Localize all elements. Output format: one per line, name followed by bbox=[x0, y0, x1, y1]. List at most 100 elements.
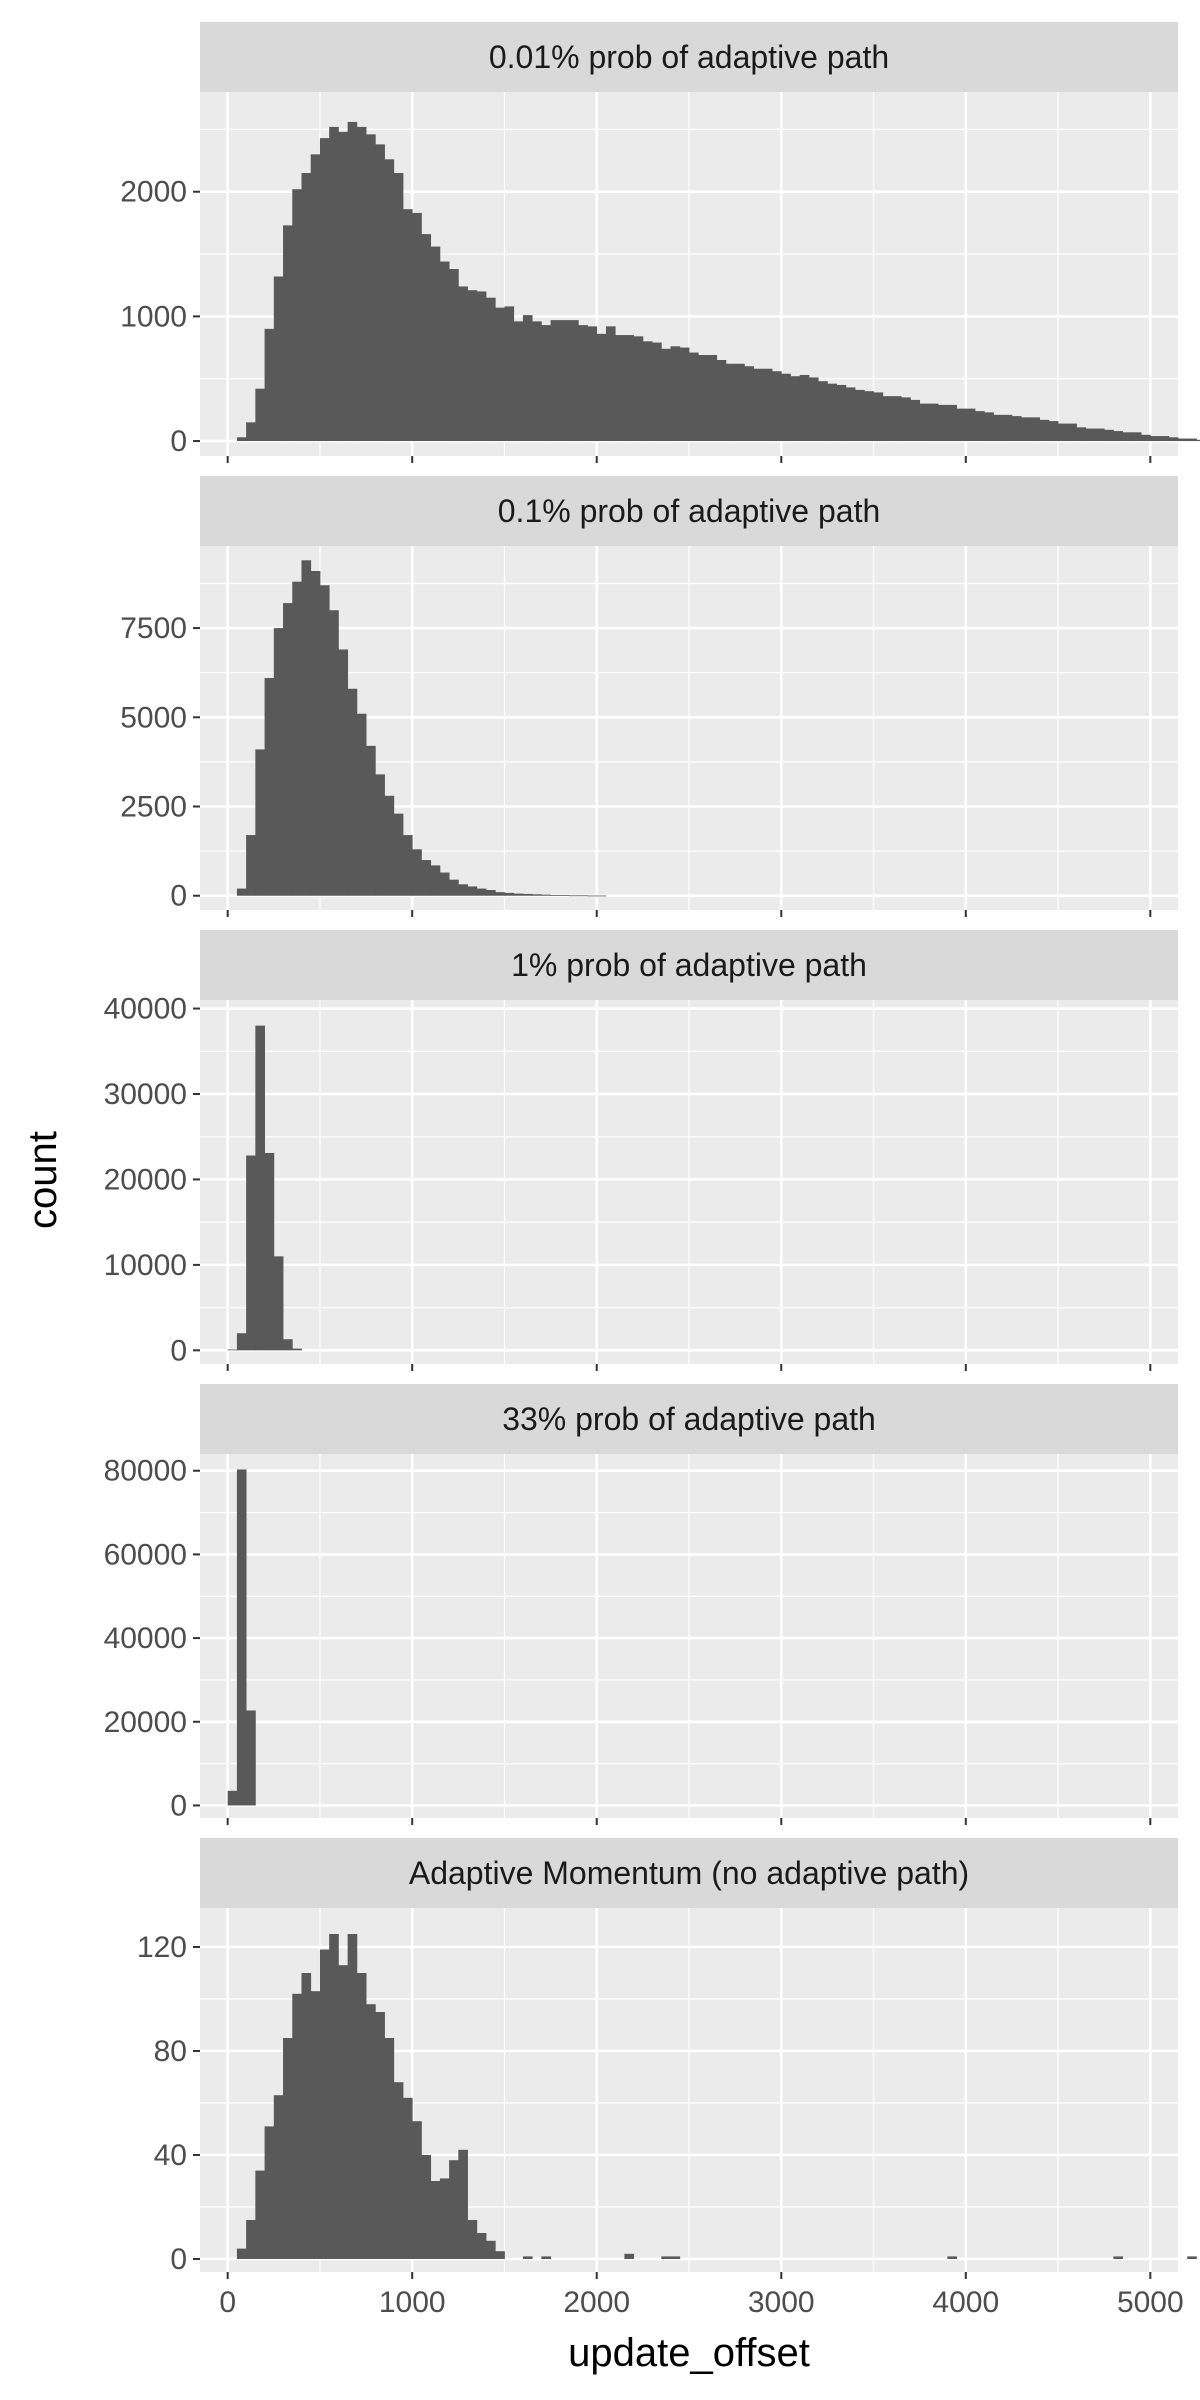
histogram-bar bbox=[264, 328, 275, 442]
histogram-bar bbox=[384, 2038, 395, 2259]
facet-panel: 1% prob of adaptive path 0 10000 20000 30000… bbox=[104, 930, 1178, 1371]
histogram-bar bbox=[449, 2160, 459, 2259]
histogram-bar bbox=[255, 388, 265, 442]
histogram-bar bbox=[310, 570, 321, 896]
y-tick-label: 10000 bbox=[104, 1249, 187, 1282]
histogram-bar bbox=[559, 895, 570, 896]
facet-strip bbox=[200, 1838, 1178, 1908]
histogram-bar bbox=[504, 892, 515, 896]
histogram-bar bbox=[938, 404, 948, 442]
histogram-bar bbox=[246, 1710, 256, 1806]
histogram-bar bbox=[236, 1469, 247, 1806]
facet-panel: 33% prob of adaptive path 0 20000 40000 6000… bbox=[104, 1384, 1178, 1825]
x-tick-label: 5000 bbox=[1117, 2286, 1184, 2319]
histogram-bar bbox=[338, 649, 349, 896]
y-tick-label: 40 bbox=[154, 2139, 187, 2172]
histogram-bar bbox=[449, 269, 459, 442]
histogram-bar bbox=[246, 422, 256, 442]
histogram-bar bbox=[1187, 438, 1197, 442]
histogram-bar bbox=[283, 603, 293, 896]
histogram-bar bbox=[522, 2256, 533, 2259]
facet-strip-title: 0.01% prob of adaptive path bbox=[489, 39, 889, 75]
x-tick-label: 1000 bbox=[379, 2286, 446, 2319]
histogram-bar bbox=[439, 261, 450, 442]
histogram-bar bbox=[458, 884, 468, 896]
histogram-bar bbox=[449, 879, 459, 896]
y-tick-label: 2000 bbox=[120, 176, 187, 209]
histogram-bar bbox=[1122, 432, 1133, 442]
histogram-bar bbox=[569, 320, 579, 442]
histogram-bar bbox=[965, 408, 976, 442]
histogram-bar bbox=[301, 173, 312, 442]
histogram-bar bbox=[310, 154, 321, 442]
histogram-bar bbox=[569, 895, 579, 897]
histogram-bar bbox=[1131, 432, 1142, 442]
histogram-bar bbox=[430, 865, 441, 896]
histogram-bar bbox=[319, 1949, 330, 2259]
histogram-bar bbox=[956, 408, 967, 442]
histogram-bar bbox=[1021, 417, 1031, 442]
y-tick-label: 1000 bbox=[120, 300, 187, 333]
histogram-bar bbox=[1113, 431, 1124, 442]
y-tick-label: 40000 bbox=[104, 1622, 187, 1655]
histogram-bar bbox=[384, 795, 395, 896]
histogram-bar bbox=[310, 1991, 321, 2259]
histogram-bar bbox=[513, 321, 524, 442]
facet-strip bbox=[200, 1384, 1178, 1454]
histogram-bar bbox=[744, 366, 754, 442]
y-tick-label: 20000 bbox=[104, 1706, 187, 1739]
histogram-bar bbox=[1141, 434, 1151, 442]
y-tick-label: 7500 bbox=[120, 612, 187, 645]
histogram-bar bbox=[476, 291, 487, 442]
histogram-bar bbox=[255, 2170, 265, 2259]
histogram-bar bbox=[624, 2253, 635, 2259]
histogram-bar bbox=[827, 383, 838, 442]
histogram-bar bbox=[366, 745, 376, 896]
y-tick-label: 40000 bbox=[104, 993, 187, 1026]
histogram-bar bbox=[698, 355, 708, 442]
histogram-bar bbox=[421, 234, 432, 442]
histogram-bar bbox=[329, 610, 339, 896]
histogram-bar bbox=[393, 173, 404, 442]
histogram-bar bbox=[578, 895, 588, 897]
histogram-bar bbox=[412, 849, 422, 896]
histogram-bar bbox=[273, 276, 284, 442]
histogram-bar bbox=[402, 835, 413, 896]
histogram-bar bbox=[550, 895, 561, 896]
histogram-bar bbox=[624, 335, 635, 442]
facet-strip-title: 33% prob of adaptive path bbox=[502, 1401, 876, 1437]
y-tick-label: 0 bbox=[170, 1789, 187, 1822]
histogram-bar bbox=[283, 225, 293, 442]
histogram-bar bbox=[439, 872, 450, 896]
histogram-bar bbox=[596, 895, 607, 897]
y-tick-label: 5000 bbox=[120, 701, 187, 734]
histogram-bar bbox=[255, 749, 265, 896]
histogram-bar bbox=[273, 1256, 284, 1351]
y-tick-label: 0 bbox=[170, 1334, 187, 1367]
histogram-bar bbox=[993, 414, 1004, 442]
histogram-bar bbox=[486, 297, 496, 442]
histogram-bar bbox=[292, 1993, 302, 2259]
y-tick-label: 2500 bbox=[120, 791, 187, 824]
histogram-bar bbox=[735, 363, 745, 442]
histogram-bar bbox=[495, 307, 505, 442]
histogram-bar bbox=[873, 392, 884, 442]
histogram-bar bbox=[753, 368, 764, 442]
histogram-bar bbox=[1067, 423, 1077, 442]
histogram-bar bbox=[319, 138, 330, 442]
histogram-bar bbox=[1030, 417, 1041, 442]
histogram-bar bbox=[522, 893, 533, 896]
histogram-bar bbox=[236, 437, 247, 442]
facet-panel: 0.1% prob of adaptive path 0 2500 5000 7500 bbox=[120, 476, 1178, 917]
histogram-bar bbox=[467, 886, 478, 896]
histogram-bar bbox=[1002, 414, 1013, 442]
histogram-bar bbox=[1178, 438, 1188, 442]
histogram-bar bbox=[1150, 436, 1160, 442]
histogram-bar bbox=[772, 371, 782, 442]
histogram-bar bbox=[421, 2155, 432, 2259]
facet-strip bbox=[200, 930, 1178, 1000]
histogram-bar bbox=[513, 893, 524, 896]
histogram-bar bbox=[486, 2240, 496, 2259]
histogram-bar bbox=[975, 411, 985, 442]
histogram-bar bbox=[1196, 439, 1200, 442]
